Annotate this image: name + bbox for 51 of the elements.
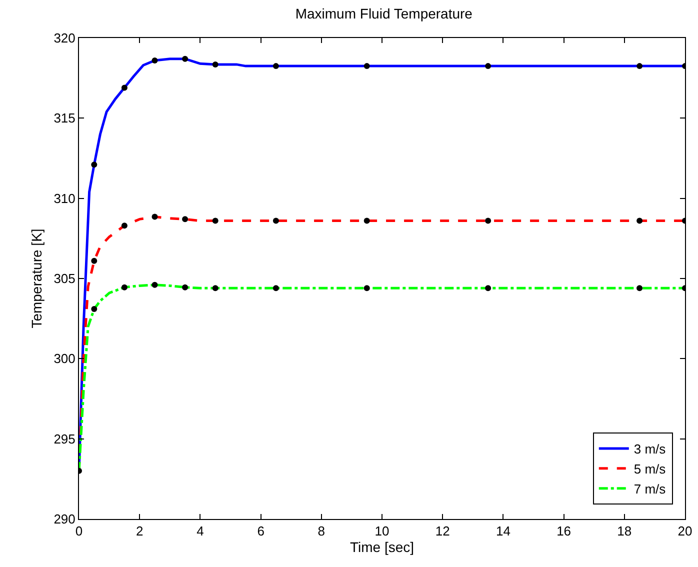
point [636,218,643,224]
y-tick-label: 300 [54,351,76,366]
x-tick-label: 2 [136,524,144,539]
x-tick-label: 4 [196,524,204,539]
y-tick-label: 320 [54,30,76,46]
legend-label: 3 m/s [634,442,666,457]
x-tick-label: 16 [556,524,572,539]
point [182,216,188,222]
y-axis-title: Temperature [K] [28,228,44,328]
point [182,56,188,62]
chart-title: Maximum Fluid Temperature [295,5,473,22]
y-tick-label: 315 [54,110,76,126]
point [91,258,98,264]
legend-label: 5 m/s [634,461,666,476]
point [272,285,279,292]
point [485,63,492,70]
point [121,222,128,229]
point [121,284,128,290]
point [364,63,370,70]
point [272,63,279,70]
x-tick-label: 10 [374,524,390,539]
point [91,306,98,312]
point [182,284,188,290]
point [636,63,643,70]
y-tick-label: 290 [54,512,76,527]
legend-label: 7 m/s [634,481,666,496]
point [485,285,492,292]
point [485,218,492,224]
point [152,282,158,288]
point [272,218,279,224]
point [636,285,643,292]
y-tick-label: 305 [54,271,76,286]
y-tick-label: 310 [54,190,76,206]
point [212,61,218,68]
x-tick-label: 6 [257,524,264,539]
point [212,285,218,292]
point [364,218,370,224]
x-tick-label: 20 [678,524,692,539]
x-tick-label: 12 [435,524,450,539]
x-tick-label: 14 [496,524,510,539]
y-tick-label: 295 [54,431,76,446]
x-axis-title: Time [sec] [350,538,414,555]
x-tick-label: 18 [617,524,632,539]
point [364,285,370,292]
point [91,162,98,168]
point [121,84,128,91]
point [152,214,158,220]
point [152,57,158,64]
x-tick-label: 8 [318,524,326,539]
point [212,218,218,224]
x-tick-label: 0 [75,524,83,539]
